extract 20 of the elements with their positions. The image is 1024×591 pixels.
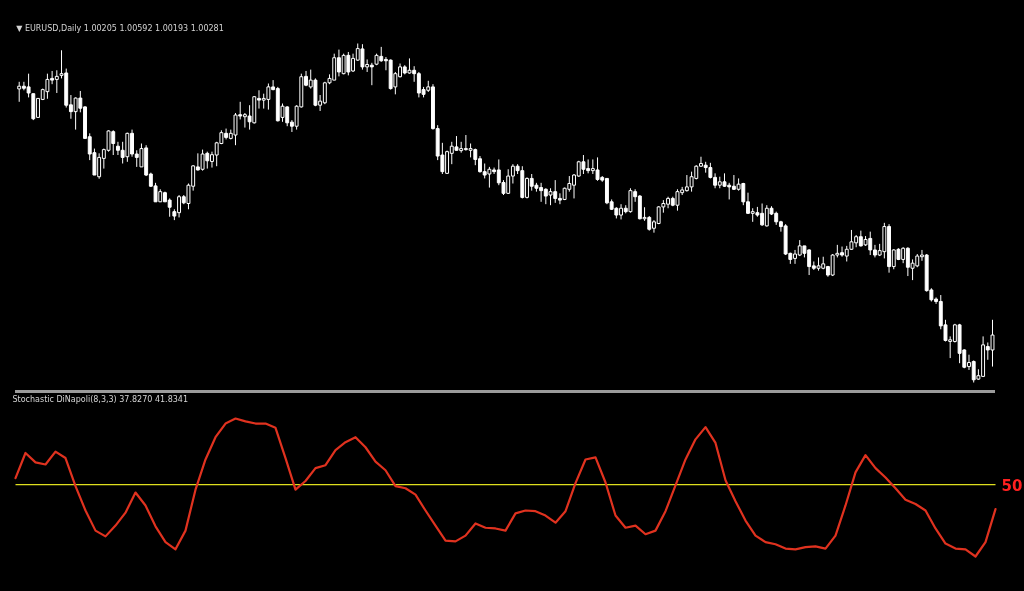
candlestick	[45, 73, 50, 100]
candlestick	[360, 43, 365, 71]
candlestick	[266, 83, 271, 111]
candlestick	[487, 166, 492, 189]
candlestick	[990, 319, 995, 368]
candlestick	[675, 188, 680, 212]
candlestick	[628, 187, 633, 214]
candlestick	[581, 154, 586, 175]
chart-title: Stochastic DiNapoli(8,3,3) 37.8270 41.8341	[12, 395, 188, 404]
candlestick	[73, 96, 78, 131]
candlestick	[54, 69, 59, 94]
candlestick	[17, 81, 22, 103]
candlestick	[369, 62, 374, 86]
chart-title: ▼ EURUSD,Daily 1.00205 1.00592 1.00193 1.00281	[16, 24, 224, 33]
text: 50	[1001, 476, 1023, 495]
candlestick	[346, 51, 351, 76]
candlestick	[125, 132, 130, 163]
candlestick	[200, 149, 205, 172]
candlestick	[595, 156, 600, 182]
candlestick	[233, 112, 238, 146]
